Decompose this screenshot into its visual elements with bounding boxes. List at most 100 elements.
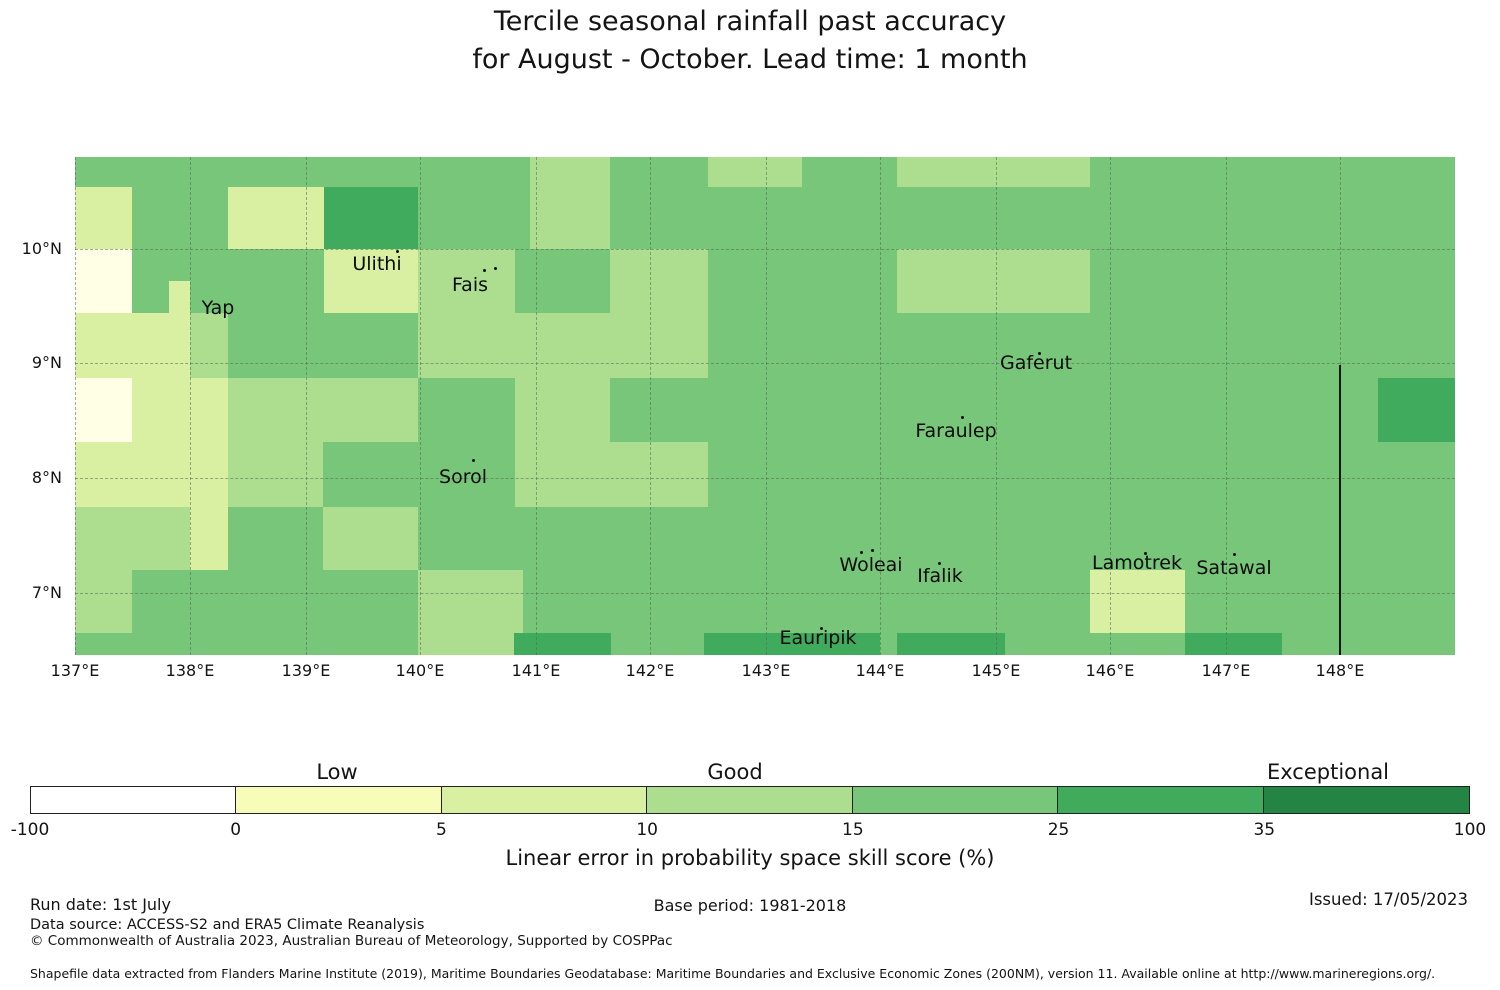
grid-cell [708,249,897,313]
graticule-line [190,157,191,655]
island-dot [871,549,874,552]
grid-cell [880,633,897,655]
graticule-line [75,363,1455,364]
grid-cell [418,313,708,378]
graticule-line [766,157,767,655]
x-axis-tick-label: 137°E [50,661,100,680]
island-label-ifalik: Ifalik [917,565,963,587]
y-axis-tick-label: 9°N [31,353,62,372]
grid-cell [228,507,323,570]
grid-cell [1005,633,1185,655]
page-title-line1: Tercile seasonal rainfall past accuracy [493,6,1007,37]
footer-shapefile: Shapefile data extracted from Flanders M… [30,966,1436,981]
island-label-satawal: Satawal [1196,557,1272,579]
x-axis-tick-label: 140°E [395,661,445,680]
grid-cell [190,507,228,570]
grid-cell [75,507,190,570]
island-dot [820,627,823,630]
grid-cell [1090,249,1455,313]
island-dot [483,269,486,272]
graticule-line [75,593,1455,594]
grid-cell [610,378,1378,442]
colorbar-tick-label: 100 [1453,820,1487,840]
island-dot [494,267,497,270]
grid-cell [515,378,610,442]
colorbar-segment [852,787,1059,813]
grid-cell [190,313,228,378]
grid-cell [708,313,1455,378]
grid-cell [418,378,515,442]
graticule-line [75,249,1455,250]
y-axis-tick-label: 10°N [21,239,62,258]
footer-data-source: Data source: ACCESS-S2 and ERA5 Climate … [30,917,425,933]
grid-cell [1185,633,1282,655]
x-axis-tick-label: 148°E [1315,661,1365,680]
island-label-lamotrek: Lamotrek [1092,552,1182,574]
grid-cell [228,378,418,442]
colorbar-tick-label: 10 [636,820,658,840]
x-axis-tick-label: 143°E [741,661,791,680]
y-axis-tick-label: 8°N [31,468,62,487]
grid-cell [418,249,515,313]
graticule-line [996,157,997,655]
grid-cell [75,313,190,378]
page-title-line2: for August - October. Lead time: 1 month [472,44,1028,75]
grid-cell [132,570,418,633]
colorbar-tick-label: 25 [1047,820,1070,840]
grid-cell [530,157,610,187]
island-label-yap: Yap [201,297,235,319]
island-dot [472,459,475,462]
graticule-line [306,157,307,655]
grid-cell [610,187,1455,249]
grid-cell [75,442,228,507]
graticule-line [536,157,537,655]
graticule-line [75,478,1455,479]
grid-cell [418,507,1455,570]
grid-cell [75,570,132,633]
island-dot [1233,553,1236,556]
grid-cell [530,187,610,249]
colorbar-segment [1263,787,1469,813]
x-axis-tick-label: 139°E [281,661,331,680]
grid-cell [169,281,190,313]
island-label-faraulep: Faraulep [915,420,997,442]
grid-cell [132,378,228,442]
x-axis-tick-label: 138°E [165,661,215,680]
footer-run-date: Run date: 1st July [30,895,171,914]
grid-cell [228,313,418,378]
grid-cell [611,633,704,655]
colorbar-tick-label: 0 [230,820,242,840]
grid-cell [708,442,1455,507]
island-label-eauripik: Eauripik [779,627,857,649]
grid-cell [897,633,1005,655]
grid-cell [515,249,610,313]
colorbar-category-label: Low [316,760,358,784]
x-axis-tick-label: 144°E [855,661,905,680]
colorbar-segment [236,787,442,813]
grid-cell [324,187,418,249]
y-axis-tick-label: 7°N [31,583,62,602]
grid-cell [132,187,228,249]
grid-cell [324,249,418,313]
grid-cell [75,249,132,313]
grid-cell [1282,633,1455,655]
x-axis-tick-label: 141°E [511,661,561,680]
colorbar-tick-label: -100 [10,820,50,840]
colorbar-tick-label: 15 [842,820,864,840]
colorbar-segment [441,787,648,813]
island-dot [1038,352,1041,355]
grid-cell [1185,570,1455,633]
x-axis-tick-label: 142°E [625,661,675,680]
colorbar-segment [31,787,237,813]
island-label-ulithi: Ulithi [352,253,402,275]
colorbar [30,786,1470,814]
grid-cell [897,157,1090,187]
colorbar-segment [1058,787,1264,813]
grid-cell [514,633,611,655]
maritime-boundary-line [1339,365,1341,655]
island-label-woleai: Woleai [839,554,903,576]
grid-cell [75,157,530,187]
graticule-line [650,157,651,655]
grid-cell [515,442,708,507]
